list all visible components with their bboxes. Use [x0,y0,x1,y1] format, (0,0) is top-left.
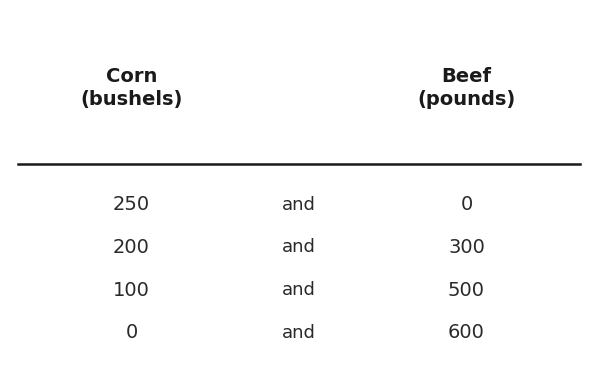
Text: Corn
(bushels): Corn (bushels) [80,67,183,109]
Text: and: and [282,281,316,299]
Text: 300: 300 [448,238,485,257]
Text: and: and [282,196,316,214]
Text: 0: 0 [460,195,472,214]
Text: 600: 600 [448,323,485,343]
Text: and: and [282,238,316,256]
Text: 0: 0 [126,323,138,343]
Text: and: and [282,324,316,342]
Text: 500: 500 [448,280,485,300]
Text: 100: 100 [113,280,150,300]
Text: 250: 250 [113,195,150,214]
Text: 200: 200 [113,238,150,257]
Text: Beef
(pounds): Beef (pounds) [417,67,515,109]
